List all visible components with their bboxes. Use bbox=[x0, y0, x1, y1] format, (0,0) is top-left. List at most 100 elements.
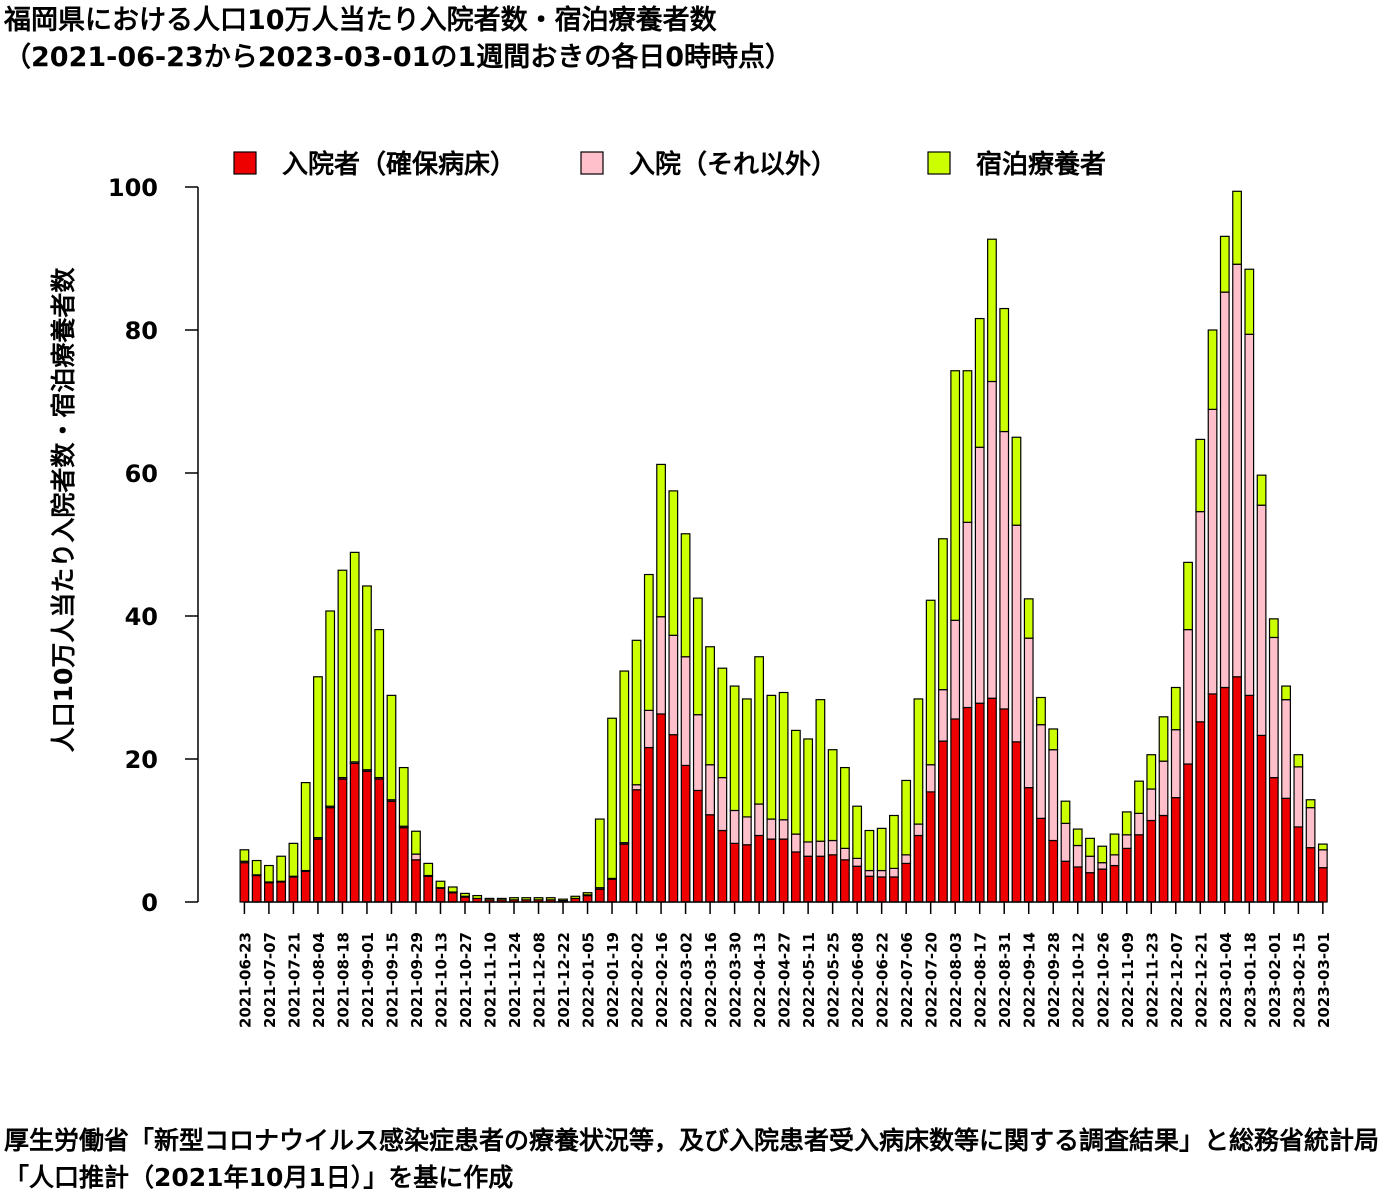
bar-2022-01-12-series-2 bbox=[594, 818, 605, 889]
bar-2022-07-27-series-0 bbox=[938, 740, 948, 903]
y-tick-label: 80 bbox=[125, 317, 158, 345]
bar-2023-02-01-series-0 bbox=[1268, 776, 1279, 903]
bar-2022-07-20-series-2 bbox=[925, 599, 936, 766]
bar-2023-02-01-series-1 bbox=[1268, 636, 1279, 779]
bar-2022-03-30-series-0 bbox=[729, 842, 740, 903]
bar-2022-12-07-series-1 bbox=[1170, 729, 1181, 799]
x-axis: 2021-06-23 2021-07-07 2021-07-21 2021-08-04… bbox=[236, 901, 1333, 1028]
bar-2022-09-07-series-0 bbox=[1011, 741, 1022, 903]
bar-2022-12-21-series-2 bbox=[1195, 438, 1206, 513]
x-tick-label: 2021-10-13 bbox=[432, 932, 450, 1028]
bars-group bbox=[239, 190, 1328, 903]
y-tick-label: 40 bbox=[125, 603, 158, 631]
source-note: 厚生労働省「新型コロナウイルス感染症患者の療養状況等，及び入院患者受入病床数等に… bbox=[4, 1126, 1380, 1192]
bar-2022-08-03-series-1 bbox=[950, 619, 961, 720]
bar-2022-11-16-series-1 bbox=[1134, 812, 1144, 836]
bar-2021-10-13-series-0 bbox=[435, 887, 446, 903]
bar-2022-05-11-series-0 bbox=[803, 855, 814, 903]
bar-2022-06-29-series-2 bbox=[889, 814, 899, 869]
bar-2021-09-29-series-2 bbox=[411, 830, 421, 855]
bar-2021-08-04-series-0 bbox=[313, 838, 323, 903]
x-tick-label: 2021-08-18 bbox=[334, 932, 352, 1028]
bar-2022-11-30-series-1 bbox=[1158, 760, 1169, 817]
bar-2022-08-10-series-1 bbox=[962, 521, 973, 709]
bar-2023-01-04-series-2 bbox=[1219, 235, 1230, 293]
bar-2022-03-23-series-1 bbox=[717, 776, 728, 832]
bar-2022-06-15-series-0 bbox=[864, 875, 875, 903]
bar-2021-08-11-series-2 bbox=[325, 610, 336, 807]
bar-2022-06-15-series-1 bbox=[864, 869, 875, 877]
bar-2022-03-02-series-1 bbox=[680, 656, 691, 767]
bar-2022-11-23-series-1 bbox=[1146, 788, 1157, 822]
bar-2022-10-19-series-2 bbox=[1085, 837, 1095, 857]
bar-2023-02-22-series-1 bbox=[1305, 807, 1316, 849]
bar-2022-11-16-series-2 bbox=[1134, 780, 1144, 814]
x-tick-label: 2023-01-18 bbox=[1241, 932, 1259, 1028]
bar-2021-07-28-series-2 bbox=[300, 781, 311, 872]
x-tick-label: 2022-09-28 bbox=[1045, 932, 1063, 1028]
bar-2022-11-30-series-0 bbox=[1158, 814, 1169, 903]
bar-2022-01-26-series-0 bbox=[619, 843, 630, 903]
bar-2021-08-18-series-0 bbox=[337, 778, 348, 903]
bar-2021-12-01-series-2 bbox=[521, 897, 532, 901]
bar-2022-02-16-series-2 bbox=[656, 463, 666, 618]
bar-2021-07-28-series-0 bbox=[300, 870, 311, 903]
bar-2022-06-29-series-0 bbox=[889, 876, 899, 903]
bar-2023-03-01-series-1 bbox=[1317, 849, 1328, 869]
x-tick-label: 2022-05-25 bbox=[825, 932, 843, 1028]
bar-2021-11-10-series-2 bbox=[484, 897, 495, 901]
y-tick-label: 60 bbox=[125, 460, 158, 488]
x-tick-label: 2021-09-29 bbox=[408, 932, 426, 1028]
x-tick-label: 2022-08-31 bbox=[996, 932, 1014, 1028]
bar-2022-03-09-series-1 bbox=[692, 714, 703, 792]
bar-2022-05-18-series-0 bbox=[815, 855, 826, 903]
bar-2022-09-14-series-1 bbox=[1023, 637, 1034, 789]
bar-2022-12-21-series-0 bbox=[1195, 721, 1206, 903]
bar-2022-09-07-series-2 bbox=[1011, 436, 1022, 526]
x-tick-label: 2022-06-08 bbox=[849, 932, 867, 1028]
bar-2022-12-14-series-1 bbox=[1183, 628, 1193, 765]
bar-2021-12-08-series-2 bbox=[533, 897, 544, 901]
bar-2021-09-29-series-0 bbox=[411, 859, 421, 903]
bar-2022-02-09-series-1 bbox=[643, 709, 654, 749]
x-tick-label: 2021-11-24 bbox=[506, 932, 524, 1028]
bar-2022-12-14-series-0 bbox=[1183, 763, 1193, 903]
bar-2021-08-11-series-0 bbox=[325, 807, 336, 903]
title-line-1: 福岡県における人口10万人当たり入院者数・宿泊療養者数 bbox=[4, 5, 717, 36]
bar-2022-09-21-series-0 bbox=[1036, 817, 1046, 903]
bar-2022-11-23-series-2 bbox=[1146, 754, 1157, 790]
bar-2022-10-05-series-0 bbox=[1060, 860, 1071, 903]
bar-2023-02-22-series-0 bbox=[1305, 847, 1316, 903]
x-tick-label: 2021-07-07 bbox=[261, 932, 279, 1028]
bar-2023-02-22-series-2 bbox=[1305, 799, 1316, 809]
bar-2023-02-15-series-1 bbox=[1293, 766, 1304, 828]
bar-2022-12-14-series-2 bbox=[1183, 561, 1193, 631]
bar-2022-08-31-series-1 bbox=[999, 430, 1010, 710]
legend-swatch-2 bbox=[927, 151, 951, 175]
x-tick-label: 2022-11-09 bbox=[1119, 932, 1137, 1028]
bar-2022-11-02-series-0 bbox=[1109, 864, 1120, 903]
bar-2022-10-26-series-2 bbox=[1097, 845, 1108, 864]
bar-2021-12-29-series-2 bbox=[570, 895, 581, 900]
legend-swatch-1 bbox=[580, 151, 604, 175]
bar-2022-04-13-series-2 bbox=[754, 656, 765, 805]
bar-2022-02-02-series-0 bbox=[631, 789, 642, 903]
x-tick-label: 2022-02-16 bbox=[653, 932, 671, 1028]
bar-2022-07-06-series-2 bbox=[901, 779, 912, 856]
bar-2022-07-13-series-1 bbox=[913, 823, 924, 837]
bar-2023-02-15-series-2 bbox=[1293, 754, 1304, 768]
x-tick-label: 2022-07-06 bbox=[898, 932, 916, 1028]
bar-2021-06-23-series-2 bbox=[239, 849, 250, 862]
bar-2022-09-28-series-1 bbox=[1048, 749, 1059, 842]
legend-label-2: 宿泊療養者 bbox=[976, 149, 1106, 180]
bar-2022-07-27-series-1 bbox=[938, 689, 948, 742]
x-tick-label: 2021-12-08 bbox=[531, 932, 549, 1028]
bar-2021-12-22-series-2 bbox=[558, 898, 568, 902]
bar-2022-12-21-series-1 bbox=[1195, 511, 1206, 723]
bar-2022-03-30-series-2 bbox=[729, 685, 740, 812]
bar-2023-01-18-series-0 bbox=[1244, 694, 1255, 903]
chart-title: 福岡県における人口10万人当たり入院者数・宿泊療養者数 （2021-06-23から… bbox=[4, 2, 792, 76]
x-tick-label: 2022-01-19 bbox=[604, 932, 622, 1028]
x-tick-label: 2022-12-21 bbox=[1192, 932, 1210, 1028]
bar-2021-10-27-series-2 bbox=[460, 892, 470, 897]
